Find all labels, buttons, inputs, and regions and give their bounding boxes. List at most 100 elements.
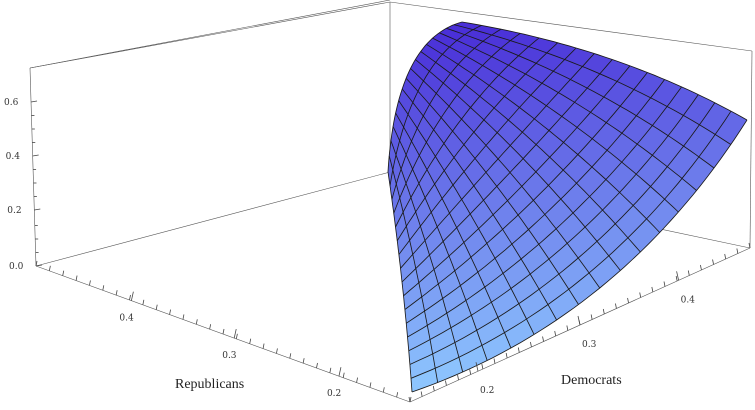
surface-patch <box>585 210 616 242</box>
surface-patch <box>432 32 457 47</box>
surface-patch <box>667 86 699 116</box>
surface-patch <box>535 157 564 186</box>
surface-patch <box>589 179 620 210</box>
republicans-minor-tick <box>129 294 131 301</box>
surface-patch <box>423 104 442 130</box>
democrats-axis-label: Democrats <box>561 373 622 388</box>
z-tick-label: 0.2 <box>7 206 21 216</box>
democrats-minor-tick <box>493 358 496 364</box>
z-tick <box>32 154 39 157</box>
democrats-minor-tick <box>505 352 508 359</box>
democrats-minor-tick <box>639 292 642 298</box>
republicans-minor-tick <box>35 260 38 267</box>
surface-patch <box>432 342 459 369</box>
republicans-minor-tick <box>382 387 385 393</box>
surface-patch <box>442 285 466 314</box>
surface-patch <box>636 97 668 126</box>
republicans-minor-tick <box>75 275 78 281</box>
surface-patch <box>412 91 430 116</box>
box-edge-top-back <box>29 1 391 69</box>
surface-patch <box>465 74 490 97</box>
box-edge-left-vertical <box>29 67 37 267</box>
surface-patch <box>495 244 522 274</box>
surface-patch <box>652 135 684 167</box>
surface-patch <box>664 178 697 212</box>
surface-patch <box>633 72 665 98</box>
surface-patch <box>482 332 511 361</box>
surface-patch <box>400 254 416 282</box>
surface-patch <box>682 156 714 191</box>
surface-patch <box>491 288 519 318</box>
republicans-minor-tick <box>142 299 145 305</box>
surface-patch <box>423 71 444 94</box>
box-edge-back-left-bottom <box>35 171 391 267</box>
surface-patch <box>456 214 479 243</box>
surface-patch <box>476 317 505 346</box>
surface-patch <box>668 115 700 147</box>
box-edge-mid-back <box>29 0 391 69</box>
surface-patch <box>474 41 501 57</box>
surface-patch <box>587 73 617 97</box>
surface-patch <box>434 256 455 284</box>
surface-patch <box>484 273 511 303</box>
surface-patch <box>549 142 578 171</box>
republicans-axis: 0.2 0.3 0.4 <box>35 260 412 403</box>
surface-patch <box>431 198 450 227</box>
surface-patch <box>410 59 430 81</box>
surface-patch <box>558 258 590 290</box>
surface-patch <box>498 65 526 85</box>
surface-patch <box>456 34 483 49</box>
surface-patch <box>667 146 699 179</box>
surface-patch <box>699 102 731 135</box>
surface-patch <box>406 311 428 337</box>
surface-patch <box>508 55 537 74</box>
democrats-minor-tick <box>408 396 411 403</box>
surface-patch <box>397 226 410 255</box>
surface-patch <box>471 302 498 331</box>
surface-patch <box>637 125 669 156</box>
democrats-minor-tick <box>542 336 544 342</box>
surface-patch <box>411 368 438 392</box>
democrats-minor-tick <box>566 325 569 331</box>
surface-patch <box>415 255 434 283</box>
surface-patch <box>602 192 634 224</box>
surface-patch <box>461 107 484 133</box>
surface-patch <box>464 29 492 42</box>
surface-patch <box>443 73 466 96</box>
surface-patch <box>429 62 451 84</box>
surface-patch <box>427 313 451 340</box>
surface-patch <box>470 96 495 120</box>
surface-patch <box>402 268 419 296</box>
surface-patch <box>439 28 465 41</box>
mesh-line-v <box>405 79 665 324</box>
republicans-minor-tick <box>62 270 65 276</box>
democrats-minor-tick <box>517 347 520 353</box>
surface-patch <box>507 186 534 215</box>
surface-patch <box>473 65 499 86</box>
surface-patch <box>518 289 548 319</box>
surface-patch <box>403 114 418 142</box>
surface-patch <box>715 111 747 145</box>
surface-patch <box>548 243 579 274</box>
surface-patch <box>548 170 577 199</box>
surface-patch <box>482 56 509 76</box>
democrats-minor-tick <box>712 259 714 265</box>
surface-patch <box>627 218 660 252</box>
surface-patch <box>698 134 731 168</box>
surface-patch <box>573 196 603 227</box>
mesh-line-v <box>398 47 577 255</box>
surface-patch <box>463 228 487 258</box>
republicans-minor-tick <box>195 319 198 325</box>
democrats-minor-tick <box>457 374 459 381</box>
surface-patch <box>605 162 637 193</box>
mesh-line-v <box>411 119 748 393</box>
republicans-minor-tick <box>235 333 238 339</box>
republicans-tick <box>338 367 342 377</box>
mesh-line-v <box>400 53 595 269</box>
surface-patch <box>502 215 529 245</box>
surface-patch <box>403 197 416 227</box>
box-edge-top-right <box>389 1 753 52</box>
republicans-tick-label: 0.2 <box>327 389 341 399</box>
surface-patch <box>409 226 425 255</box>
